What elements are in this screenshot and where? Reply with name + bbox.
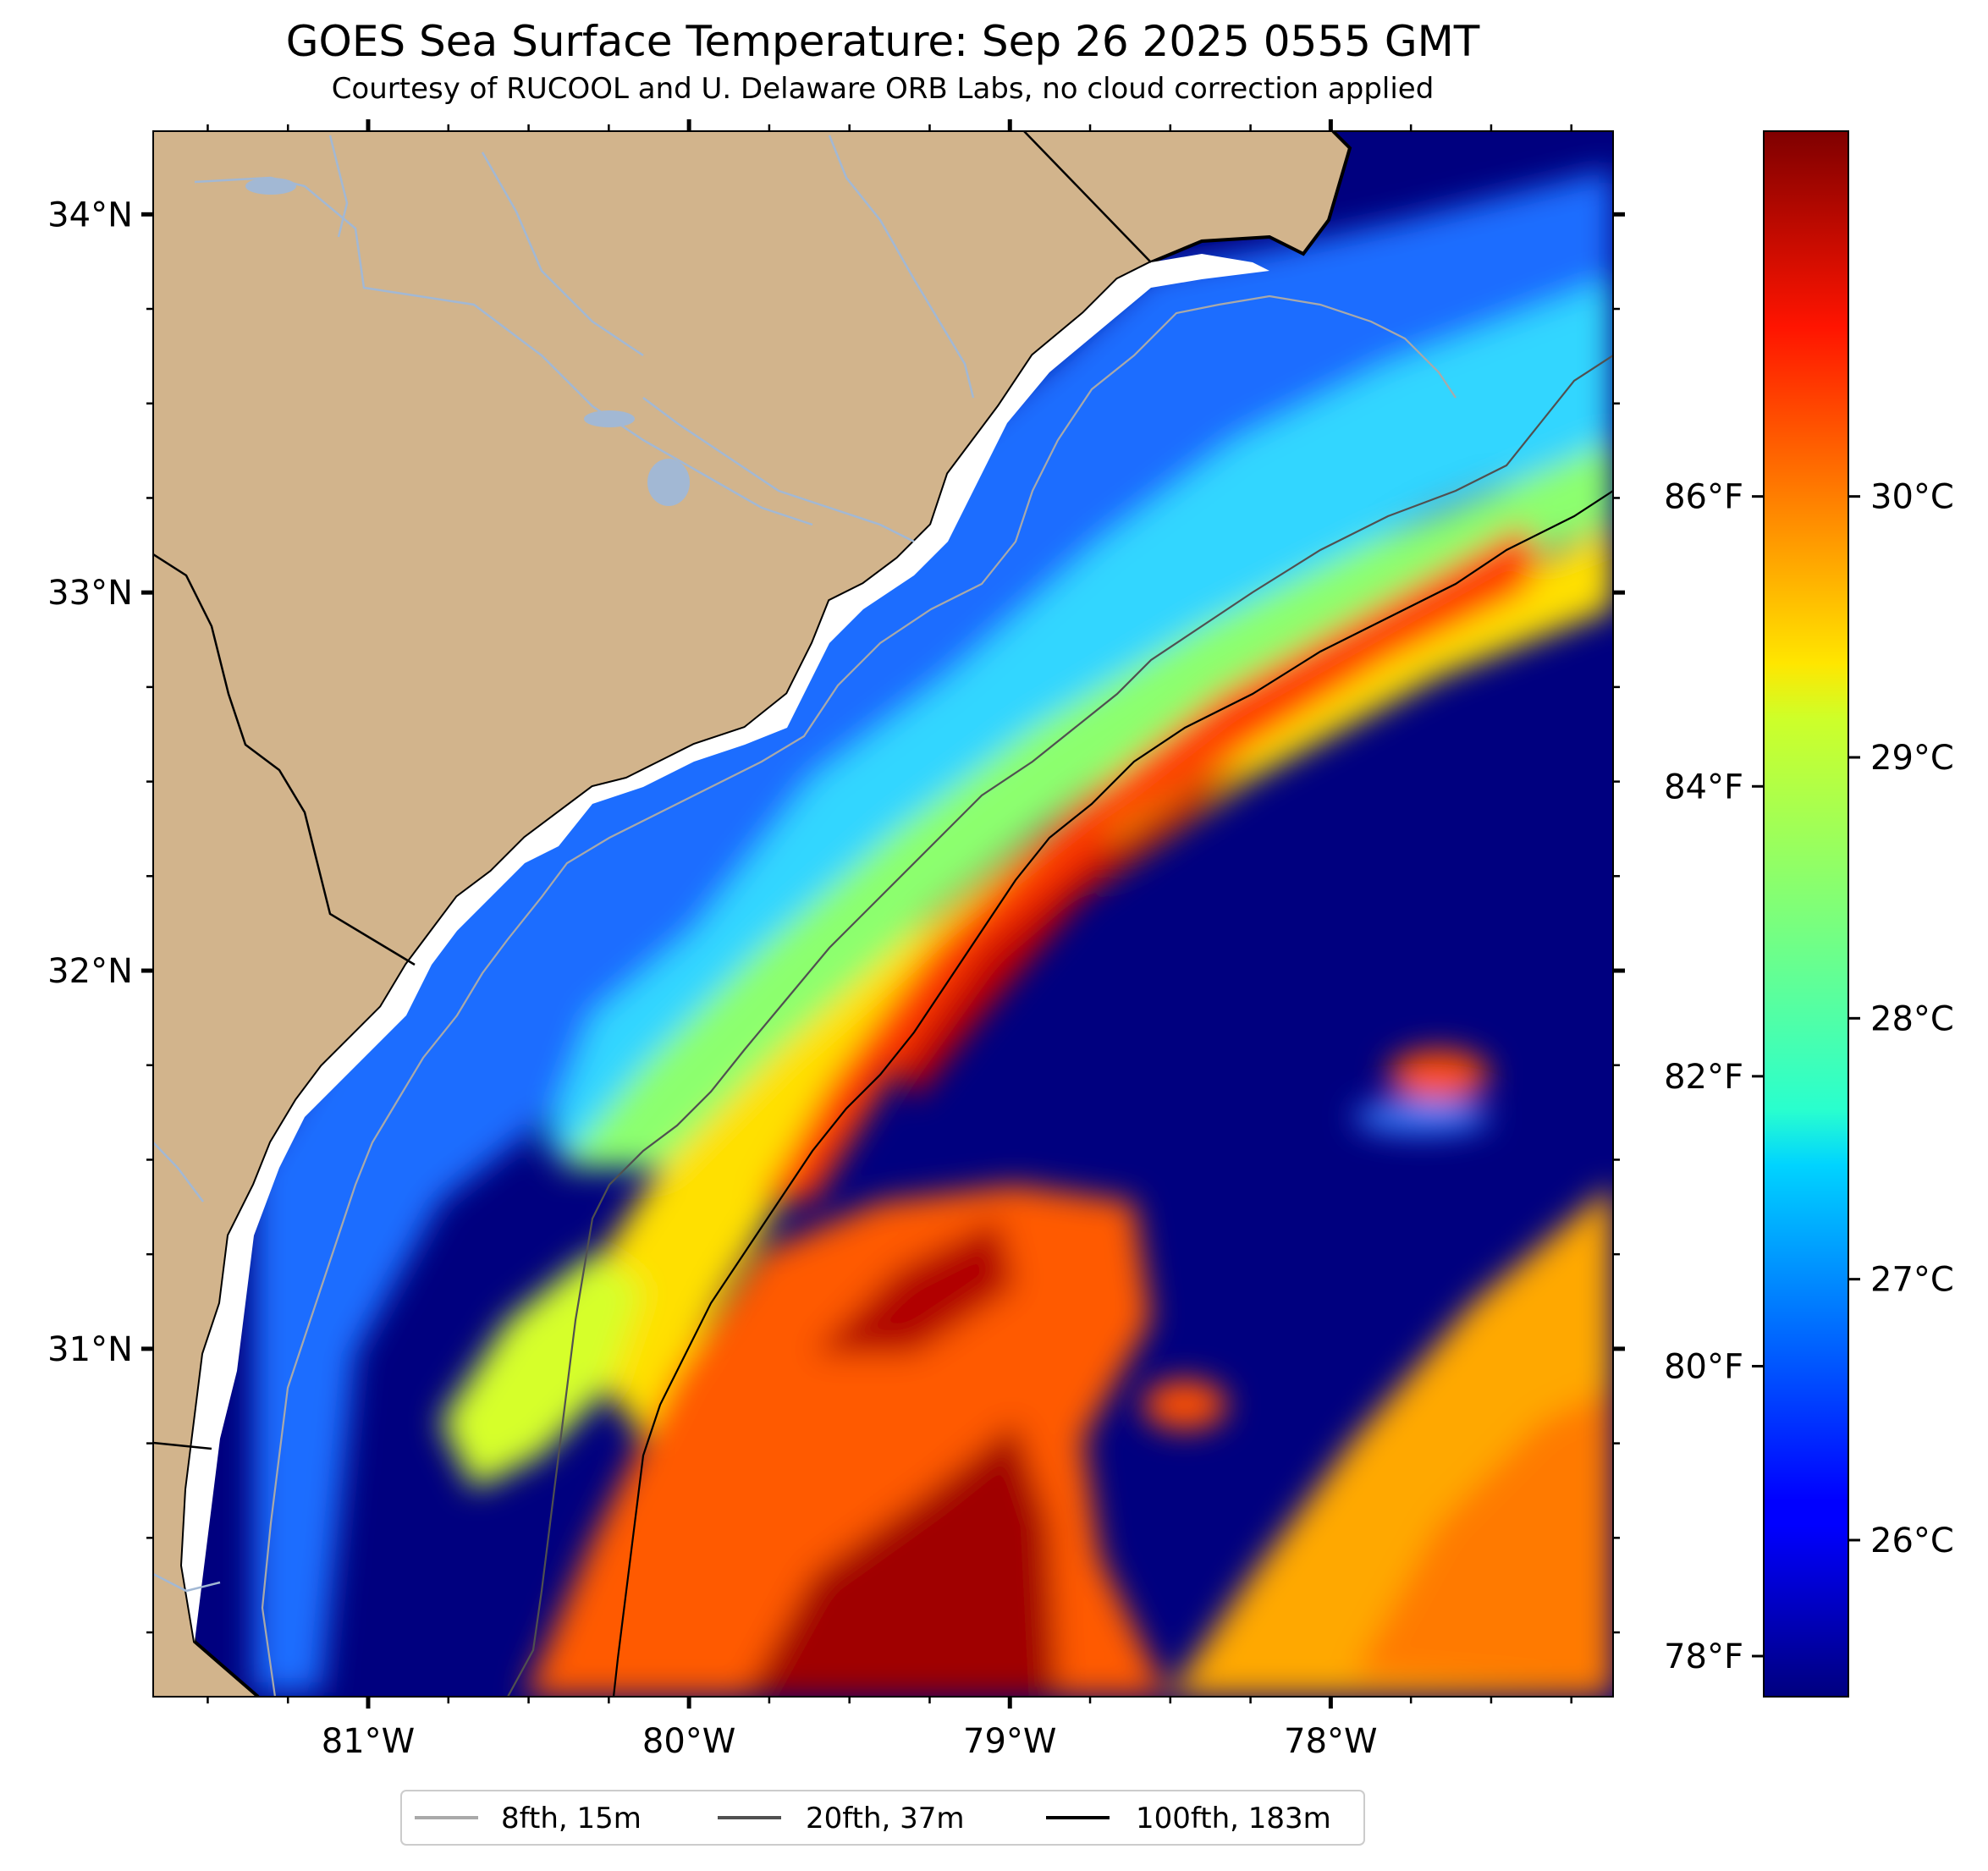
sargasso-orange-patch [1354, 1388, 1613, 1697]
celsius-tick-label: 26°C [1870, 1522, 1954, 1560]
rivers [153, 135, 975, 1593]
shelf-yellow [559, 525, 1613, 1439]
legend-label-20fth: 20fth, 37m [806, 1802, 965, 1835]
river [194, 176, 813, 526]
river [328, 135, 349, 238]
eddy-fragment [1388, 1049, 1490, 1100]
eddy-fragments [1143, 1049, 1490, 1430]
land-mass [153, 131, 1350, 1697]
lon-tick-label: 80°W [642, 1722, 735, 1761]
lat-tick-label: 31°N [47, 1330, 133, 1369]
southwest-yellow [440, 1252, 643, 1489]
gulf-stream-core [897, 762, 1253, 1100]
river [828, 135, 975, 399]
map-frame [152, 130, 1614, 1698]
celsius-tick-label: 27°C [1870, 1261, 1954, 1300]
isobath-100fth [612, 490, 1613, 1697]
legend-label-8fth: 8fth, 15m [501, 1802, 642, 1835]
river [153, 1142, 204, 1202]
legend-box [400, 1790, 1365, 1846]
isobath-20fth [507, 355, 1613, 1697]
river [481, 151, 644, 357]
fahrenheit-tick-label: 80°F [1664, 1347, 1743, 1386]
lon-tick-label: 79°W [963, 1722, 1056, 1761]
fahrenheit-tick-label: 86°F [1664, 478, 1743, 517]
fahrenheit-tick-label: 78°F [1664, 1637, 1743, 1676]
lake [584, 410, 635, 427]
colorbar: 26°C 27°C 28°C 29°C 30°C 78°F 80°F 82°F 84°F 86°F [1664, 130, 1954, 1698]
lon-tick-label: 78°W [1284, 1722, 1377, 1761]
lon-tick-label: 81°W [322, 1722, 415, 1761]
gulf-stream-front [762, 525, 1540, 1202]
state-border [153, 1441, 212, 1450]
lake [245, 178, 296, 195]
bathymetry-legend: 8fth, 15m 20fth, 37m 100fth, 183m [400, 1790, 1365, 1846]
colorbar-gradient [1763, 130, 1849, 1698]
celsius-tick-label: 30°C [1870, 478, 1954, 517]
southern-hot-core [745, 1422, 1058, 1697]
eddy-fragment [1354, 1100, 1490, 1134]
river [153, 1572, 221, 1593]
lat-tick-label: 32°N [47, 952, 133, 991]
map-panel [153, 131, 1613, 1697]
lat-tick-label: 33°N [47, 574, 133, 613]
lake [647, 459, 690, 506]
state-border [153, 553, 416, 966]
southern-hot-core-2 [812, 1219, 1016, 1354]
isobath-8fth [261, 294, 1457, 1697]
map-subtitle: Courtesy of RUCOOL and U. Delaware ORB L… [332, 72, 1435, 106]
lat-tick-label: 34°N [47, 195, 133, 234]
state-border [1023, 131, 1152, 263]
celsius-tick-label: 29°C [1870, 739, 1954, 778]
colorbar-ticks: 26°C 27°C 28°C 29°C 30°C 78°F 80°F 82°F 84°F 86°F [1664, 478, 1954, 1676]
celsius-tick-label: 28°C [1870, 999, 1954, 1038]
map-title: GOES Sea Surface Temperature: Sep 26 202… [286, 17, 1480, 66]
river [642, 397, 915, 543]
legend-label-100fth: 100fth, 183m [1136, 1802, 1331, 1835]
fahrenheit-tick-label: 84°F [1664, 768, 1743, 806]
map-axes: 81°W 80°W 79°W 78°W 31°N 32°N 33°N 34°N [47, 119, 1625, 1761]
eddy-fragment [1143, 1379, 1227, 1430]
fahrenheit-tick-label: 82°F [1664, 1058, 1743, 1097]
